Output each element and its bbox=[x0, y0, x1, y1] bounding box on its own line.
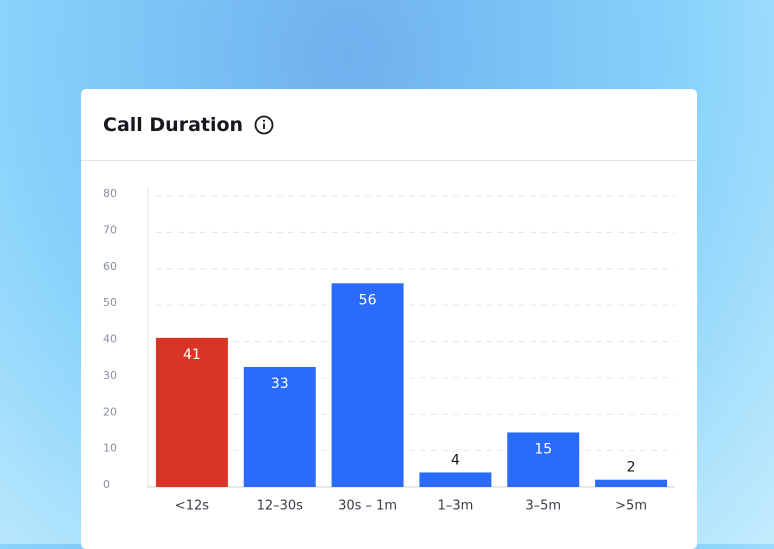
x-tick-label: 1–3m bbox=[438, 499, 474, 514]
data-label: 15 bbox=[534, 441, 552, 457]
bar bbox=[419, 472, 492, 487]
x-tick-label: 3–5m bbox=[525, 499, 561, 514]
y-tick-label: 50 bbox=[103, 296, 117, 309]
bar bbox=[507, 432, 580, 487]
data-label: 4 bbox=[451, 452, 460, 468]
bar bbox=[155, 337, 228, 487]
info-icon[interactable] bbox=[253, 114, 275, 136]
x-tick-label: 12–30s bbox=[257, 499, 304, 514]
data-label: 56 bbox=[359, 292, 377, 308]
bar bbox=[595, 479, 668, 487]
data-label: 2 bbox=[627, 460, 636, 476]
y-tick-label: 40 bbox=[103, 333, 117, 346]
y-tick-label: 0 bbox=[103, 478, 110, 491]
card: Call Duration 0 10 20 30 40 50 60 70 80 <12s 41 12–… bbox=[81, 89, 697, 549]
data-label: 41 bbox=[183, 347, 201, 363]
data-label: 33 bbox=[271, 376, 289, 392]
y-tick-label: 60 bbox=[103, 260, 117, 273]
y-tick-label: 70 bbox=[103, 223, 117, 236]
y-tick-label: 80 bbox=[103, 187, 117, 200]
x-tick-label: >5m bbox=[615, 499, 647, 514]
bar bbox=[243, 366, 316, 487]
y-tick-label: 30 bbox=[103, 369, 117, 382]
card-title: Call Duration bbox=[103, 113, 244, 136]
y-tick-label: 10 bbox=[103, 442, 117, 455]
x-tick-label: <12s bbox=[175, 499, 209, 514]
y-tick-label: 20 bbox=[103, 405, 117, 418]
card-header: Call Duration bbox=[81, 89, 697, 161]
x-tick-label: 30s – 1m bbox=[338, 499, 397, 514]
bar bbox=[331, 283, 404, 487]
chart: 0 10 20 30 40 50 60 70 80 <12s 41 12–30s 33 30s – 1m 5… bbox=[103, 187, 675, 514]
